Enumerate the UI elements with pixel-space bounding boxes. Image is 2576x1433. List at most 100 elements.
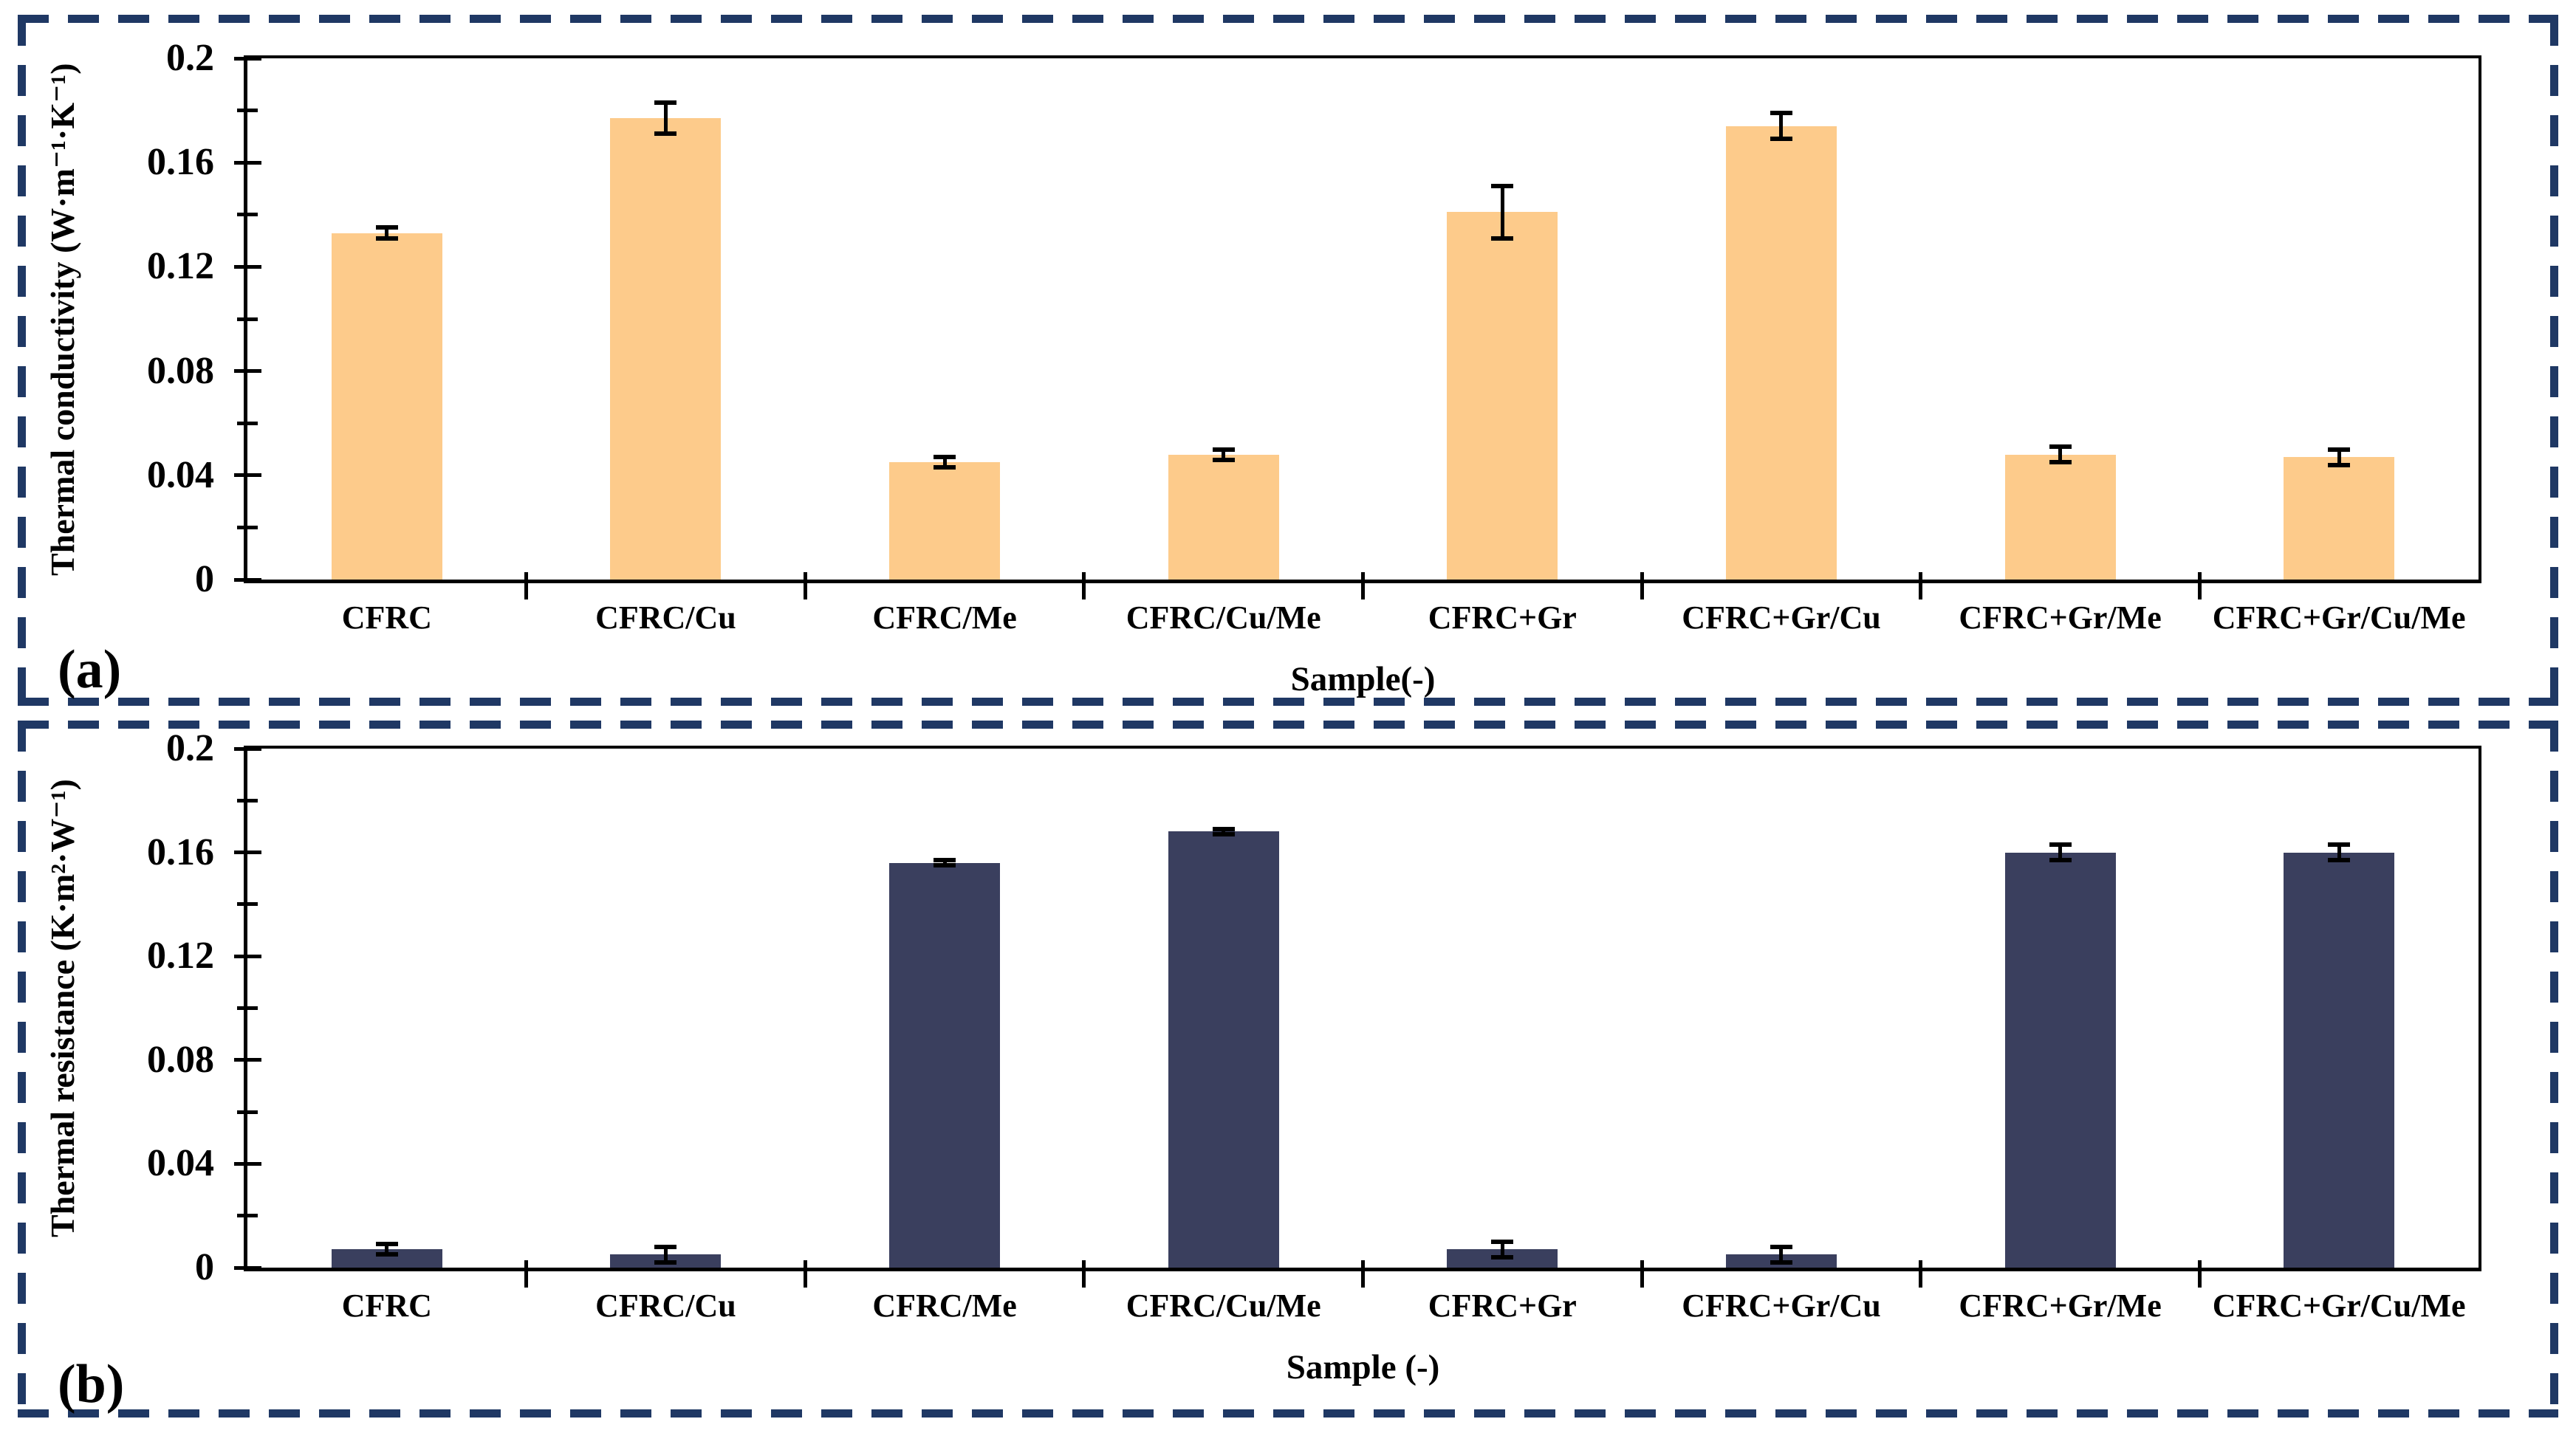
error-bar <box>663 1246 668 1262</box>
error-bar <box>1500 185 1504 238</box>
error-cap-bottom <box>375 1252 398 1257</box>
error-cap-bottom <box>1491 1254 1514 1260</box>
y-tick-label: 0.2 <box>166 727 214 769</box>
y-major-tick <box>234 1058 261 1062</box>
error-bar <box>1779 1246 1784 1262</box>
y-major-tick <box>234 1161 261 1166</box>
bar-cfrc-gr-me <box>2004 454 2116 580</box>
error-cap-bottom <box>2049 460 2072 465</box>
y-minor-tick <box>237 902 258 907</box>
error-cap-top <box>934 858 956 863</box>
error-bar <box>1500 1241 1504 1257</box>
y-minor-tick <box>237 525 258 529</box>
plot-area-resistance: 0 0.04 0.08 0.12 0.16 0.2 CFRC CFRC/Cu CFRC/Me CF… <box>147 727 2481 1386</box>
y-minor-tick <box>237 1110 258 1114</box>
y-minor-tick <box>237 1214 258 1218</box>
error-cap-top <box>2328 842 2351 848</box>
x-tick <box>1082 572 1086 599</box>
error-bar <box>2058 446 2063 463</box>
bar-cfrc-gr <box>1447 212 1558 580</box>
panel-b-thermal-resistance: Thermal resistance (K·m²·W⁻¹) 0 0.04 0.08 0… <box>18 721 2558 1417</box>
error-cap-top <box>1491 183 1514 188</box>
error-cap-top <box>654 1244 677 1249</box>
x-tick <box>803 572 807 599</box>
error-cap-top <box>1491 1239 1514 1244</box>
panel-a-thermal-conductivity: Thermal conductivity (W·m⁻¹·K⁻¹) 0 0.04 0.… <box>18 15 2558 706</box>
error-cap-bottom <box>1770 1260 1792 1265</box>
error-bar <box>2337 845 2341 861</box>
x-category-label: CFRC+Gr/Cu <box>1682 599 1881 636</box>
x-category-label: CFRC+Gr/Cu <box>1682 1288 1881 1324</box>
bar-cfrc-gr-cu-me <box>2284 457 2395 580</box>
bar-cfrc-gr-cu-me <box>2284 852 2395 1268</box>
y-minor-tick <box>237 213 258 217</box>
y-major-tick <box>234 473 261 478</box>
y-tick-label: 0.12 <box>147 245 214 288</box>
error-cap-bottom <box>1770 137 1792 142</box>
x-tick <box>1361 1260 1365 1288</box>
error-cap-top <box>375 1242 398 1247</box>
error-cap-top <box>654 100 677 106</box>
bar-cfrc-gr-me <box>2004 852 2116 1268</box>
y-tick-label: 0.04 <box>147 453 214 496</box>
error-cap-bottom <box>2328 462 2351 467</box>
error-bar <box>1222 828 1226 834</box>
error-cap-top <box>1770 1244 1792 1249</box>
x-tick <box>1919 1260 1923 1288</box>
error-bar <box>2058 845 2063 861</box>
y-tick-label: 0.04 <box>147 1142 214 1185</box>
error-cap-bottom <box>1212 832 1235 836</box>
bar-cfrc-me <box>889 862 1001 1268</box>
y-tick-label: 0.16 <box>147 141 214 184</box>
y-major-tick <box>234 746 261 751</box>
error-cap-top <box>2049 444 2072 449</box>
x-tick <box>1919 572 1923 599</box>
error-cap-bottom <box>934 465 956 470</box>
x-category-label: CFRC/Cu/Me <box>1126 1288 1321 1324</box>
y-major-tick <box>234 577 261 582</box>
error-bar <box>1222 449 1226 460</box>
error-cap-top <box>1770 111 1792 116</box>
x-tick <box>1640 1260 1644 1288</box>
error-cap-top <box>2328 447 2351 452</box>
y-major-tick <box>234 1265 261 1270</box>
error-cap-bottom <box>654 1260 677 1265</box>
x-category-label: CFRC+Gr/Cu/Me <box>2212 599 2466 636</box>
bar-cfrc <box>331 233 442 580</box>
y-major-tick <box>234 160 261 165</box>
x-category-label: CFRC <box>341 1288 432 1324</box>
bar-cfrc-cu-me <box>1168 454 1279 580</box>
error-cap-bottom <box>1491 236 1514 241</box>
y-tick-label: 0 <box>195 1246 214 1288</box>
x-category-label: CFRC <box>341 599 432 636</box>
bar-cfrc-cu <box>610 118 722 580</box>
x-tick <box>1640 572 1644 599</box>
y-minor-tick <box>237 317 258 321</box>
y-minor-tick <box>237 798 258 803</box>
y-minor-tick <box>237 421 258 425</box>
panel-letter: (a) <box>58 639 122 700</box>
error-cap-top <box>375 225 398 230</box>
error-cap-bottom <box>2049 858 2072 863</box>
error-bar <box>942 860 947 866</box>
x-tick <box>1082 1260 1086 1288</box>
y-minor-tick <box>237 109 258 113</box>
error-cap-top <box>1212 826 1235 831</box>
x-axis-label: Sample(-) <box>1290 660 1436 698</box>
error-bar <box>663 103 668 134</box>
x-category-label: CFRC/Cu/Me <box>1126 599 1321 636</box>
x-tick <box>524 572 529 599</box>
x-category-label: CFRC/Me <box>872 1288 1017 1324</box>
error-cap-bottom <box>654 131 677 137</box>
x-tick <box>803 1260 807 1288</box>
bar-cfrc-me <box>889 462 1001 580</box>
error-bar <box>1779 113 1784 140</box>
error-cap-top <box>1212 447 1235 452</box>
error-cap-bottom <box>2328 858 2351 863</box>
x-tick <box>2197 572 2202 599</box>
panel-letter: (b) <box>58 1354 125 1415</box>
x-category-label: CFRC+Gr <box>1428 599 1577 636</box>
error-bar <box>2337 449 2341 465</box>
bar-cfrc-cu-me <box>1168 831 1279 1268</box>
error-cap-bottom <box>1212 457 1235 462</box>
